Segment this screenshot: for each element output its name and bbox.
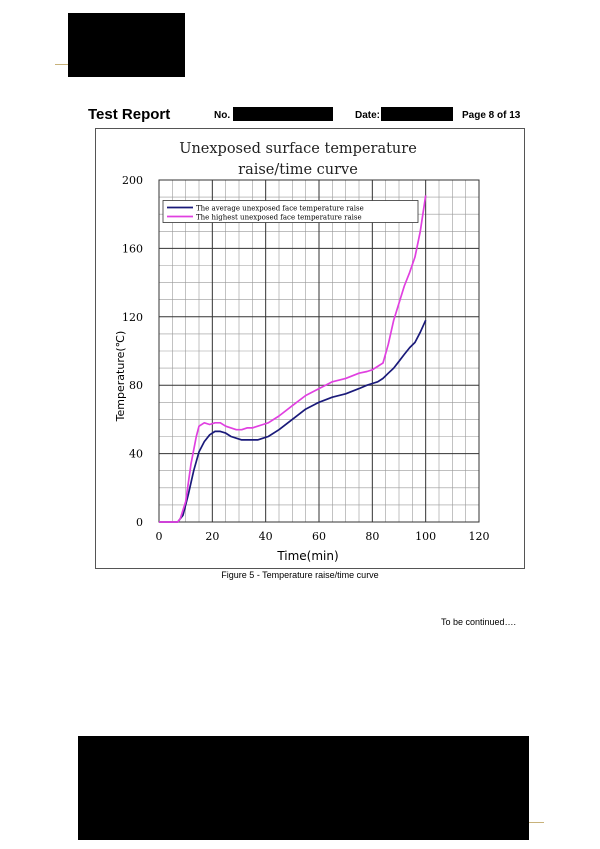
- x-tick-label: 120: [469, 530, 490, 543]
- plot-border: [158, 179, 480, 523]
- chart-title-line-1: Unexposed surface temperature: [179, 141, 417, 157]
- series-line-highest: [159, 195, 427, 523]
- y-tick-label: 160: [122, 242, 143, 255]
- date-redacted: [381, 107, 453, 121]
- temperature-chart: Unexposed surface temperature raise/time…: [114, 141, 490, 563]
- legend-entry: The highest unexposed face temperature r…: [196, 214, 362, 222]
- footer-redacted: [78, 736, 529, 840]
- series-line-average: [159, 319, 427, 523]
- report-number-label: No.: [214, 110, 231, 121]
- header-rule: [55, 64, 68, 65]
- x-axis-label: Time(min): [276, 549, 338, 563]
- legend: The average unexposed face temperature r…: [162, 200, 419, 223]
- x-tick-label: 20: [205, 530, 219, 543]
- y-tick-label: 120: [122, 311, 143, 324]
- axes: 0 20 40 60 80 100 120 0 40 80 120 160 200: [122, 174, 490, 543]
- figure-caption: Figure 5 - Temperature raise/time curve: [221, 570, 379, 580]
- x-tick-label: 0: [156, 530, 163, 543]
- x-tick-label: 100: [415, 530, 436, 543]
- y-tick-label: 80: [129, 379, 143, 392]
- x-tick-label: 40: [259, 530, 273, 543]
- chart-title-line-2: raise/time curve: [238, 162, 358, 178]
- page-number: Page 8 of 13: [462, 110, 521, 121]
- y-tick-label: 200: [122, 174, 143, 187]
- x-tick-label: 60: [312, 530, 326, 543]
- footer-rule: [529, 822, 544, 823]
- date-label: Date:: [355, 110, 381, 121]
- report-number-redacted: [233, 107, 333, 121]
- y-tick-label: 40: [129, 448, 143, 461]
- x-tick-label: 80: [365, 530, 379, 543]
- chart-frame: Unexposed surface temperature raise/time…: [95, 128, 525, 569]
- legend-box: [162, 200, 419, 223]
- continued-note: To be continued….: [441, 617, 517, 627]
- y-axis-label: Temperature(℃): [114, 331, 127, 423]
- y-tick-label: 0: [136, 516, 143, 529]
- grid: [158, 179, 480, 523]
- series-lines: [159, 195, 427, 523]
- legend-entry: The average unexposed face temperature r…: [196, 205, 364, 213]
- report-title: Test Report: [88, 106, 171, 123]
- company-logo-redacted: [68, 13, 185, 77]
